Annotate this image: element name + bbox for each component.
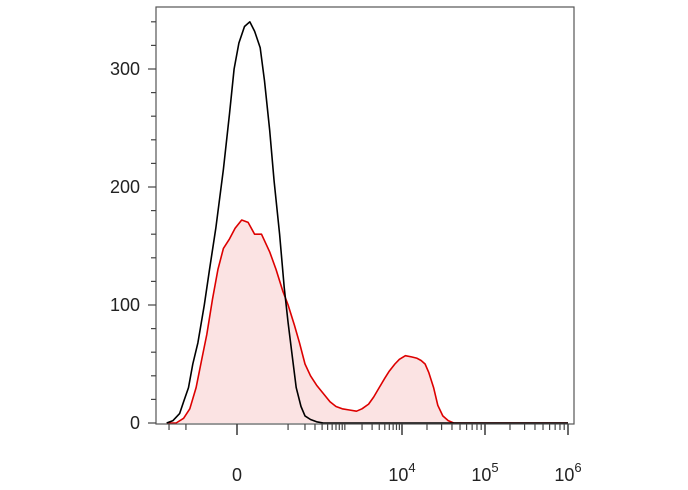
y-tick-label: 200 [110,177,140,197]
x-tick-label: 105 [471,460,498,485]
y-tick-label: 0 [130,413,140,433]
x-tick-label: 0 [232,465,242,485]
x-axis: 0 104 105 106 [168,424,582,485]
series-line [166,219,568,424]
y-tick-label: 300 [110,59,140,79]
plot-area [166,21,568,424]
plot-frame [155,6,575,425]
y-axis: 0 100 200 300 [110,21,156,433]
y-tick-label: 100 [110,295,140,315]
series-line [166,21,568,424]
x-tick-label: 104 [388,460,415,485]
series-area-fill [166,220,568,423]
x-tick-label: 106 [554,460,581,485]
